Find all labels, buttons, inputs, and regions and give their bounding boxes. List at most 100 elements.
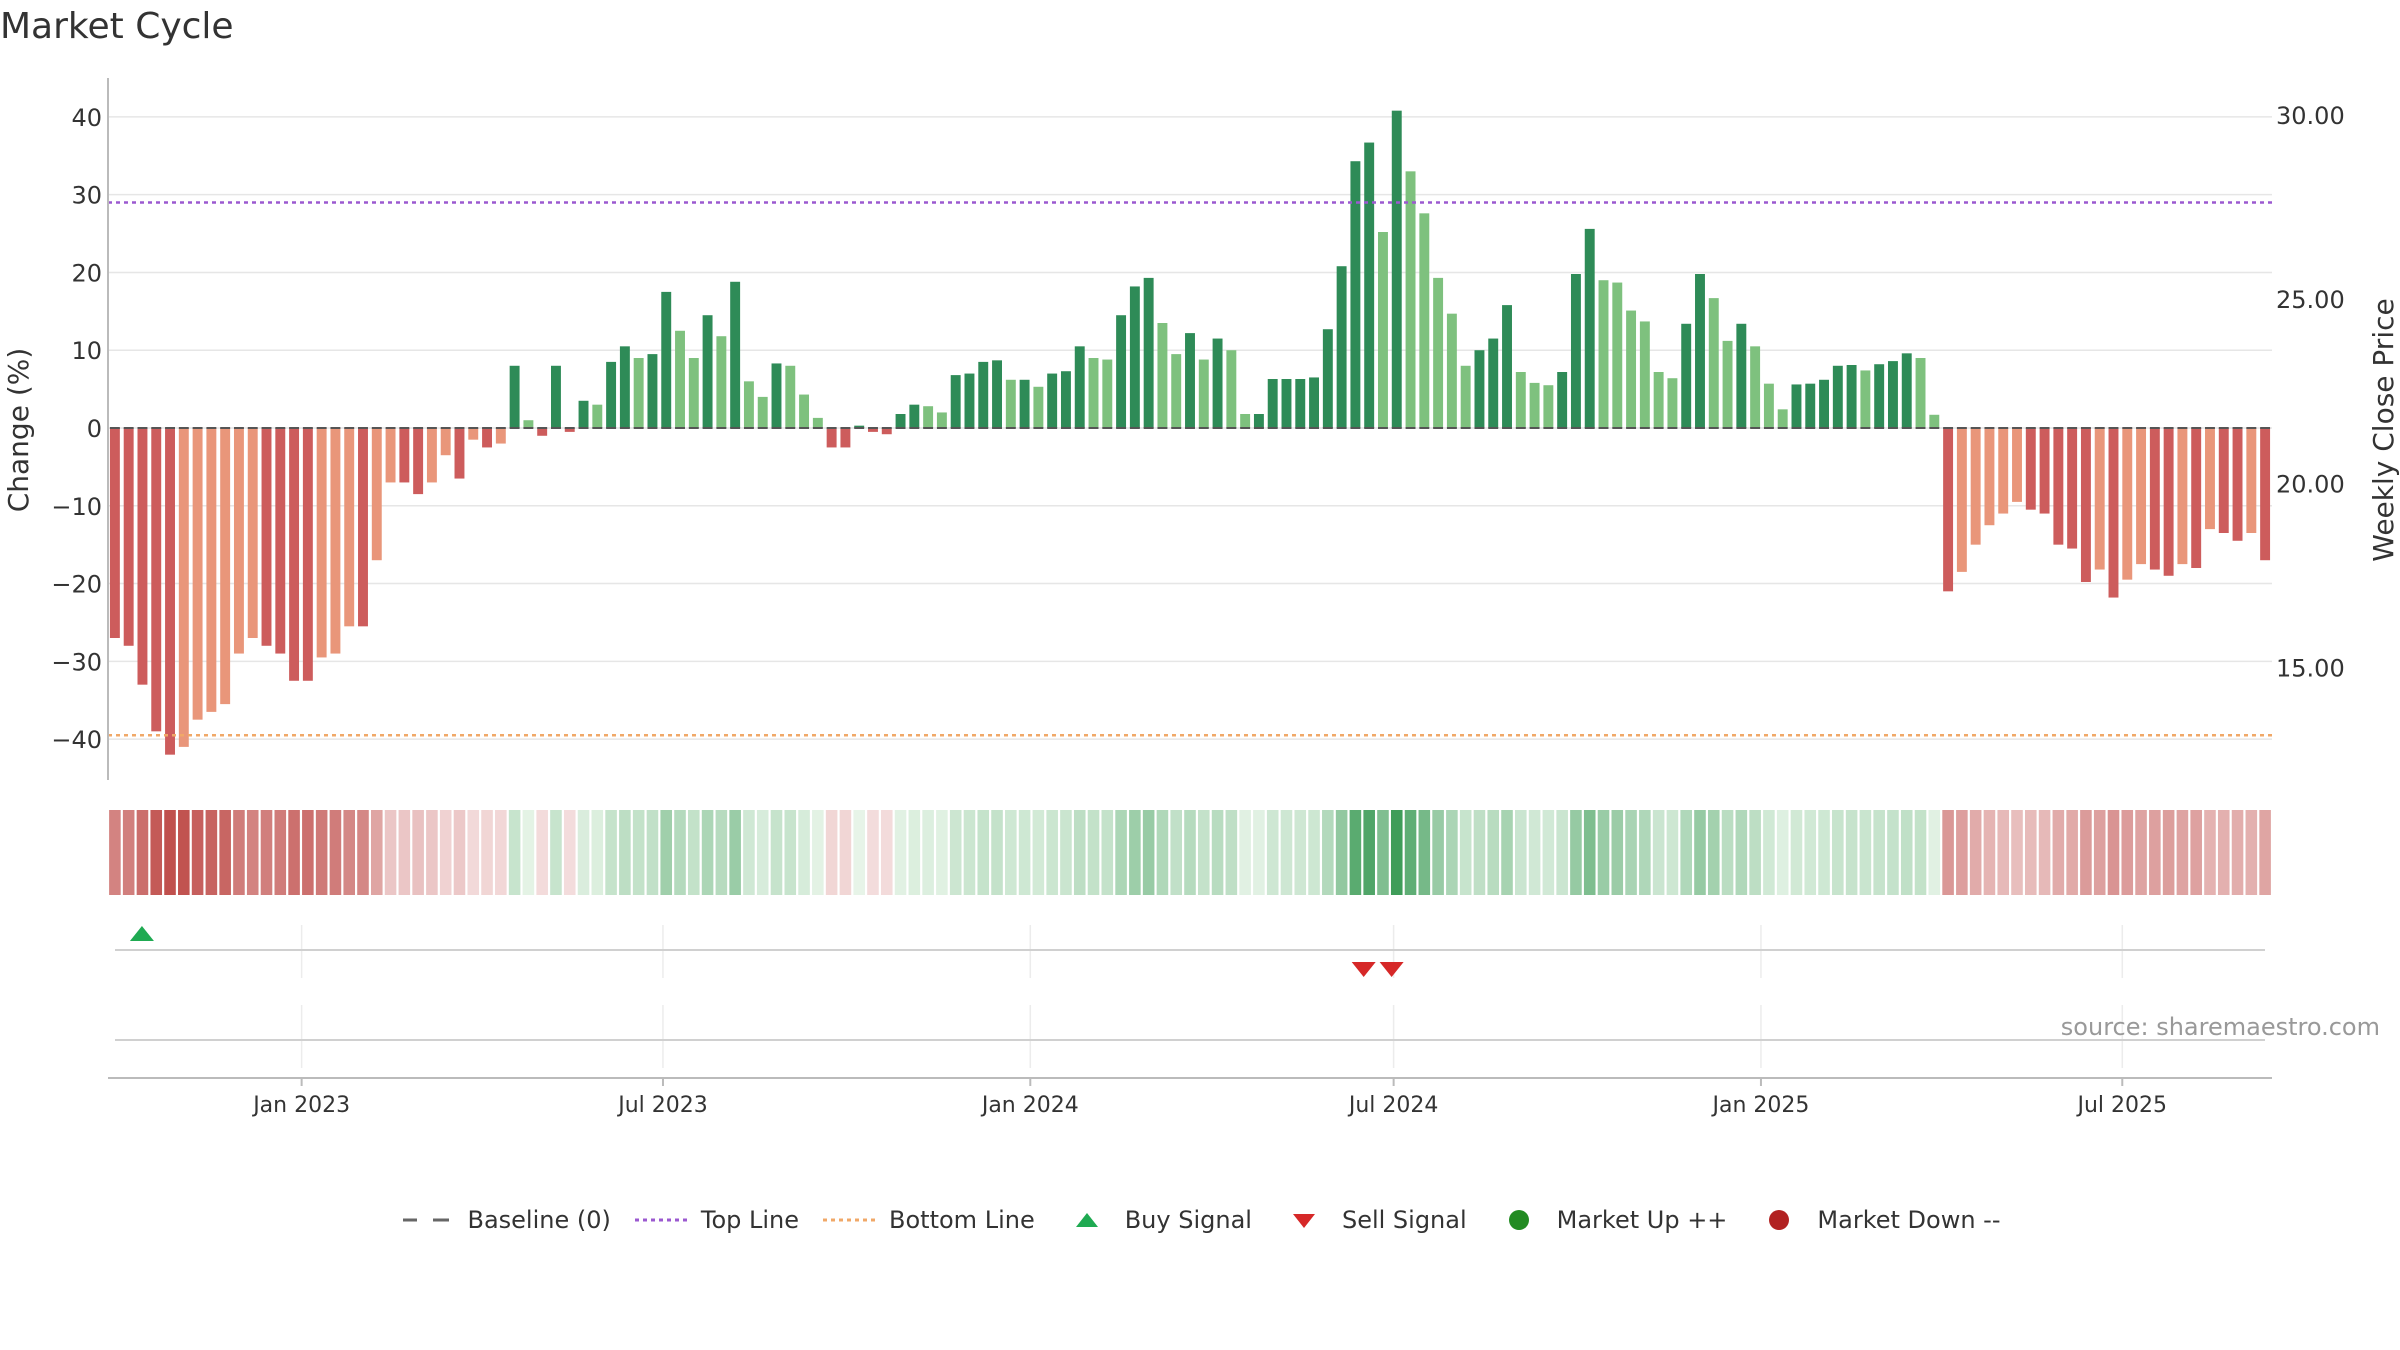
heat-cell (1046, 810, 1058, 895)
legend-symbol-icon (1292, 1214, 1315, 1228)
heat-cell (1969, 810, 1982, 895)
heat-cell (233, 810, 245, 895)
heat-cell (1845, 810, 1858, 895)
legend-item: Buy Signal (1057, 1205, 1252, 1235)
bar (1433, 277, 1444, 428)
heat-cell (1501, 810, 1513, 895)
heat-cell (1266, 810, 1279, 895)
x-tick-label: Jul 2024 (1347, 1093, 1439, 1118)
bar (992, 360, 1002, 428)
bar (454, 428, 465, 479)
heat-cell (1404, 810, 1417, 895)
heat-cell (1170, 810, 1183, 895)
bar (1088, 358, 1099, 428)
heat-cell (357, 810, 369, 895)
y2-tick-label: 20.00 (2276, 470, 2345, 498)
x-tick-labels: Jan 2023 Jul 2023 Jan 2024 Jul 2024 Jan 2025… (251, 1078, 2167, 1118)
heat-cell (205, 810, 218, 895)
heat-cell (467, 810, 480, 895)
bar (302, 428, 313, 681)
legend-symbol-icon (403, 1218, 450, 1222)
heat-cell (288, 810, 300, 895)
bar (440, 428, 451, 456)
heat-cell (1735, 810, 1748, 895)
bar (2122, 428, 2133, 580)
y-axis-label: Change (%) (2, 348, 35, 513)
bar (1653, 372, 1664, 428)
bars-group (109, 110, 2271, 755)
heat-cell (508, 810, 521, 895)
heat-cell (481, 810, 493, 895)
heat-cell (453, 810, 466, 895)
bar (564, 428, 575, 432)
bar (688, 358, 699, 428)
legend-label: Sell Signal (1341, 1206, 1467, 1234)
bar (647, 354, 658, 428)
bar (1557, 372, 1568, 428)
heat-cell (536, 810, 548, 895)
bar (592, 404, 603, 428)
bar (1502, 305, 1512, 428)
heat-cell (1184, 810, 1196, 895)
bar (1460, 365, 1471, 428)
bar (1887, 361, 1898, 428)
heat-cell (1887, 810, 1899, 895)
heat-cell (839, 810, 852, 895)
bar (1047, 373, 1058, 428)
heat-cell (495, 810, 507, 895)
heat-cell (370, 810, 383, 895)
bar (1253, 414, 1264, 428)
heat-cell (591, 810, 604, 895)
bar (1157, 323, 1168, 428)
heat-cell (729, 810, 741, 895)
heat-cell (1487, 810, 1500, 895)
y-tick-label: 40 (71, 104, 102, 132)
bar (2260, 428, 2271, 561)
bar (1819, 379, 1830, 428)
bar (413, 428, 424, 495)
x-tick-label: Jul 2023 (616, 1093, 708, 1118)
bar (109, 428, 120, 638)
reference-lines (108, 201, 2272, 737)
legend-item: Sell Signal (1274, 1205, 1467, 1235)
bar (1074, 346, 1085, 428)
heat-cell (2011, 810, 2023, 895)
heat-cell (619, 810, 631, 895)
bar (2025, 428, 2036, 510)
y-tick-label: 10 (71, 337, 102, 365)
heat-cell (1142, 810, 1155, 895)
bar (1846, 365, 1857, 428)
bar (661, 291, 672, 428)
bar (978, 361, 989, 428)
bar (578, 400, 589, 428)
legend-item: Top Line (633, 1205, 799, 1235)
bar (1791, 384, 1802, 428)
heat-cell (191, 810, 204, 895)
bar (1102, 359, 1113, 428)
heat-cell (577, 810, 590, 895)
legend-symbol-icon (1075, 1213, 1098, 1227)
heat-cell (1280, 810, 1293, 895)
heat-cell (770, 810, 783, 895)
y-tick-label: −20 (51, 571, 102, 599)
heat-cell (784, 810, 797, 895)
heat-cell (1859, 810, 1872, 895)
bar (1116, 315, 1127, 428)
bar (2136, 428, 2147, 565)
bar (964, 373, 975, 428)
heat-cell (315, 810, 328, 895)
bar (1336, 266, 1347, 428)
bar (1474, 350, 1485, 428)
heat-cell (1418, 810, 1431, 895)
heat-cell (1776, 810, 1789, 895)
heat-cell (880, 810, 893, 895)
heat-cell (2080, 810, 2092, 895)
x-tick-label: Jul 2025 (2076, 1093, 2168, 1118)
heat-cell (1432, 810, 1444, 895)
bar (2067, 428, 2078, 549)
bar (1515, 372, 1526, 428)
heat-cell (1583, 810, 1596, 895)
sell-signal-marker (1379, 962, 1404, 977)
heat-cell (1928, 810, 1941, 895)
bar (1639, 321, 1650, 428)
